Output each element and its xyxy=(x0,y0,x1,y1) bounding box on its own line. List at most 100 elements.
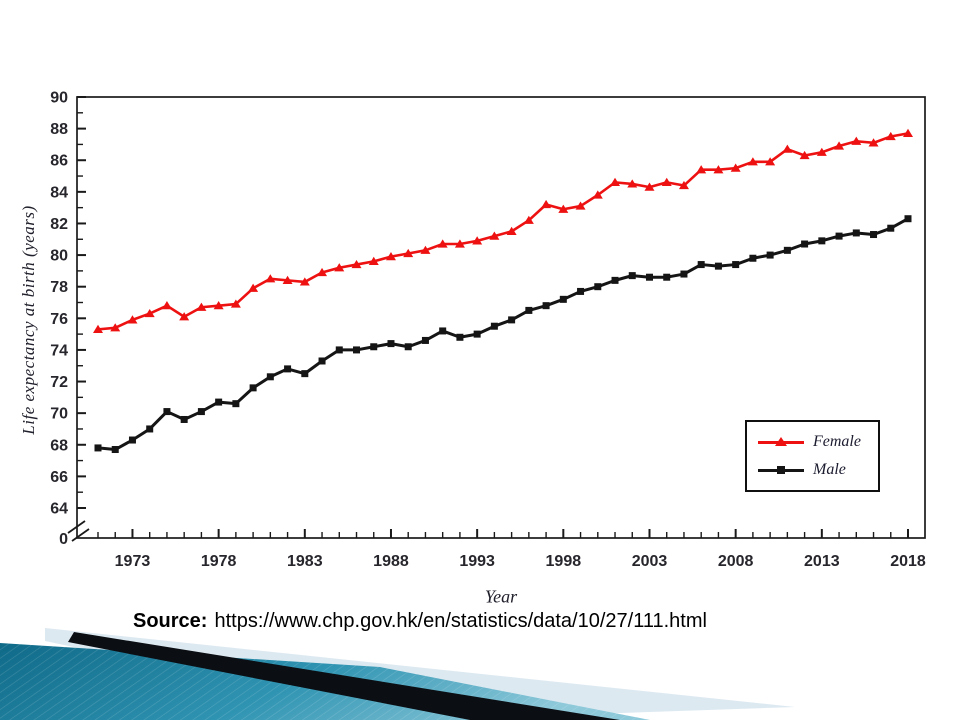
female-marker xyxy=(420,245,431,254)
female-marker xyxy=(610,177,621,186)
female-marker xyxy=(317,267,328,277)
male-marker xyxy=(249,384,257,392)
male-marker xyxy=(353,346,361,354)
male-marker xyxy=(318,357,326,365)
x-tick-label: 2003 xyxy=(632,553,668,570)
y-tick-label: 74 xyxy=(50,342,68,359)
male-marker xyxy=(887,224,895,232)
female-marker xyxy=(489,231,500,240)
triangle-marker-icon xyxy=(775,436,787,446)
male-marker xyxy=(645,273,653,281)
male-marker xyxy=(421,336,429,344)
male-marker xyxy=(835,232,843,240)
male-marker xyxy=(818,237,826,245)
male-marker xyxy=(714,262,722,270)
male-marker xyxy=(387,340,395,348)
axis-tick-labels: 90 88 86 84 82 80 78 76 74 72 70 68 66 64 0 1973 1978 198… xyxy=(50,90,926,571)
female-marker xyxy=(93,324,103,333)
male-marker xyxy=(732,261,740,269)
female-marker xyxy=(110,323,121,332)
x-tick-label: 1993 xyxy=(459,553,495,570)
male-marker xyxy=(266,373,274,381)
female-marker xyxy=(179,312,190,321)
x-tick-label: 2008 xyxy=(718,553,754,570)
female-marker xyxy=(678,180,689,190)
source-line: Source: https://www.chp.gov.hk/en/statist… xyxy=(133,610,707,633)
x-tick-label: 1998 xyxy=(546,553,582,570)
female-marker xyxy=(144,308,155,318)
legend-item-female: Female xyxy=(758,433,878,451)
male-marker xyxy=(439,327,447,335)
legend-male-label: Male xyxy=(813,461,846,479)
male-marker xyxy=(180,415,188,423)
female-marker xyxy=(696,165,707,174)
female-marker xyxy=(196,302,207,311)
y-axis-title: Life expectancy at birth (years) xyxy=(19,205,38,435)
x-tick-label: 1973 xyxy=(115,553,151,570)
female-marker xyxy=(541,199,552,209)
female-marker xyxy=(472,236,483,245)
y-tick-label: 82 xyxy=(50,216,68,233)
male-marker xyxy=(852,229,860,237)
male-marker xyxy=(594,283,602,291)
female-marker xyxy=(506,226,517,235)
female-marker xyxy=(351,259,362,269)
square-marker-icon xyxy=(777,466,785,475)
female-marker xyxy=(713,165,724,174)
male-marker xyxy=(508,316,516,324)
legend: Female Male xyxy=(745,420,880,492)
x-tick-label: 2013 xyxy=(804,553,840,570)
male-marker xyxy=(473,330,481,338)
female-marker xyxy=(523,215,534,224)
male-marker xyxy=(404,343,412,351)
x-tick-label: 1978 xyxy=(201,553,237,570)
female-marker xyxy=(248,283,259,292)
y-tick-label: 86 xyxy=(50,153,68,170)
male-marker xyxy=(663,273,671,281)
female-marker xyxy=(799,150,810,160)
male-marker xyxy=(111,446,119,454)
female-marker xyxy=(385,252,396,261)
y-tick-label: 70 xyxy=(50,406,68,423)
y-tick-label: 66 xyxy=(50,469,68,486)
male-marker xyxy=(232,400,240,408)
female-marker xyxy=(868,138,879,147)
source-label: Source: xyxy=(133,610,208,632)
female-marker xyxy=(127,315,138,324)
female-marker xyxy=(627,179,638,188)
male-marker xyxy=(301,370,309,378)
y-tick-label: 72 xyxy=(50,374,68,391)
female-marker xyxy=(885,131,896,141)
female-marker xyxy=(265,274,276,283)
legend-female-marker xyxy=(758,436,804,448)
axis-break-mark xyxy=(71,528,90,542)
male-marker xyxy=(611,276,619,284)
x-tick-label: 1983 xyxy=(287,553,323,570)
female-marker xyxy=(368,256,379,265)
female-marker xyxy=(161,301,172,310)
female-marker xyxy=(437,239,448,248)
female-line xyxy=(97,132,909,331)
data-series xyxy=(93,128,913,454)
y-axis-break-zero-label: 0 xyxy=(59,531,68,548)
male-marker xyxy=(525,306,533,314)
legend-item-male: Male xyxy=(758,461,878,479)
male-marker xyxy=(904,215,912,223)
female-marker xyxy=(765,157,776,166)
female-marker xyxy=(851,136,862,145)
female-marker xyxy=(782,144,793,153)
female-marker xyxy=(661,177,672,186)
y-tick-label: 64 xyxy=(50,501,68,518)
female-marker xyxy=(834,141,845,150)
male-marker xyxy=(749,254,757,262)
female-marker xyxy=(592,190,603,199)
female-marker xyxy=(644,182,655,191)
male-marker xyxy=(542,302,550,310)
male-marker xyxy=(335,346,343,354)
female-marker xyxy=(213,301,224,310)
male-marker xyxy=(215,398,223,406)
x-tick-label: 1988 xyxy=(373,553,409,570)
male-marker xyxy=(559,295,567,303)
y-tick-label: 84 xyxy=(50,184,68,201)
